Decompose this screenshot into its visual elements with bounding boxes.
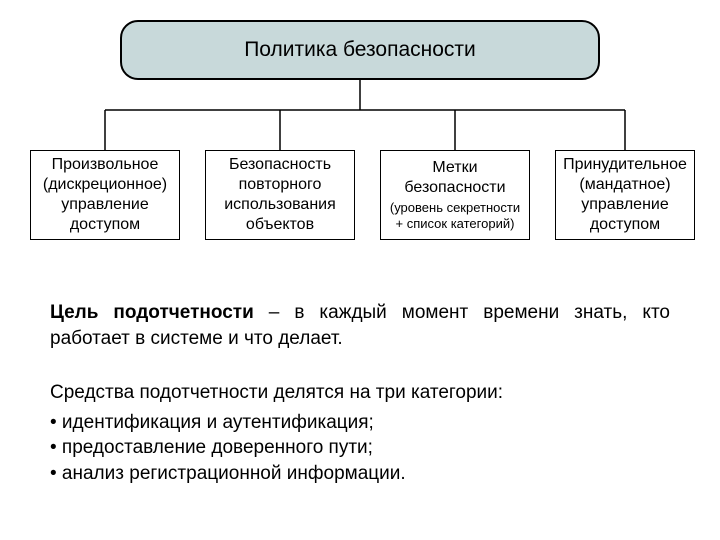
- leaf-label: Меткибезопасности: [404, 158, 505, 198]
- leaf-mac: Принудительное(мандатное)управлениедосту…: [555, 150, 695, 240]
- accountability-means: Средства подотчетности делятся на три ка…: [50, 380, 670, 487]
- accountability-means-intro: Средства подотчетности делятся на три ка…: [50, 380, 670, 406]
- leaf-dac: Произвольное(дискреционное)управлениедос…: [30, 150, 180, 240]
- accountability-bullets: • идентификация и аутентификация;• предо…: [50, 410, 670, 487]
- accountability-goal: Цель подотчетности – в каждый момент вре…: [50, 300, 670, 351]
- bullet-item: • анализ регистрационной информации.: [50, 461, 670, 487]
- bullet-item: • предоставление доверенного пути;: [50, 435, 670, 461]
- leaf-label: Безопасностьповторногоиспользованияобъек…: [224, 155, 336, 235]
- leaf-labels: Меткибезопасности(уровень секретности+ с…: [380, 150, 530, 240]
- tree-root: Политика безопасности: [120, 20, 600, 80]
- leaf-label: Произвольное(дискреционное)управлениедос…: [43, 155, 167, 235]
- tree-root-label: Политика безопасности: [244, 38, 476, 62]
- bullet-item: • идентификация и аутентификация;: [50, 410, 670, 436]
- accountability-goal-strong: Цель подотчетности: [50, 302, 254, 323]
- leaf-reuse: Безопасностьповторногоиспользованияобъек…: [205, 150, 355, 240]
- leaf-subnote: (уровень секретности+ список категорий): [390, 200, 520, 231]
- leaf-label: Принудительное(мандатное)управлениедосту…: [563, 155, 687, 235]
